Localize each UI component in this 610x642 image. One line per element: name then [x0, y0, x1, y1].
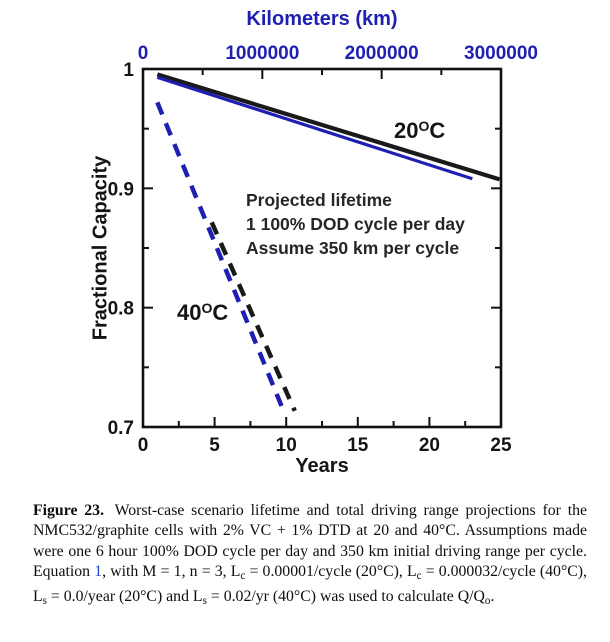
x-tick-label: 20 [419, 435, 440, 456]
y-tick-label: 0.9 [108, 179, 134, 200]
caption-segment: s [42, 594, 47, 607]
series-line [156, 72, 501, 182]
caption-segment: o [484, 594, 491, 607]
x-tick-label: 15 [347, 435, 369, 456]
figure-23-chart: 0 5 10 15 20 25 0.7 0.8 0.9 1 0 1000000 2000000 30000… [89, 8, 538, 477]
equation-link[interactable]: 1 [94, 563, 103, 581]
series-line [155, 101, 287, 415]
assumptions-note: Projected lifetime 1 100% DOD cycle per … [246, 188, 465, 260]
y-tick-label: 0.7 [108, 418, 134, 439]
y-axis-label: Fractional Capacity [89, 155, 112, 341]
caption-segment: Figure 23. [33, 502, 105, 519]
series-line [156, 75, 473, 181]
caption-segment: = 0.0/year (20°C) and L [46, 587, 203, 605]
x-tick-label: 25 [490, 435, 512, 456]
figure-caption: Figure 23. Worst-case scenario lifetime … [33, 501, 587, 611]
km-tick-label: 3000000 [464, 43, 538, 64]
caption-segment: = 0.02/yr (40°C) was used to calculate Q… [206, 587, 485, 605]
note-line-2: 1 100% DOD cycle per day [246, 214, 465, 234]
label-40-unit: C [212, 300, 229, 325]
caption-segment: . [490, 587, 495, 605]
y-tick-label: 1 [123, 60, 134, 81]
km-tick-label: 2000000 [345, 43, 419, 64]
label-20-number: 20 [394, 118, 419, 143]
label-20-unit: C [429, 118, 446, 143]
caption-segment: = 0.00001/cycle (20°C), L [245, 563, 417, 581]
degree-superscript: O [201, 300, 213, 316]
caption-segment: c [240, 570, 246, 583]
caption-segment: Worst-case scenario lifetime and total d… [33, 502, 588, 581]
note-line-3: Assume 350 km per cycle [246, 238, 460, 258]
x-tick-label: 0 [138, 435, 149, 456]
caption-segment: , with M = 1, n = 3, L [102, 563, 241, 581]
caption-segment: = 0.000032/cycle (40°C), L [33, 563, 588, 605]
km-tick-label: 0 [138, 43, 149, 64]
note-line-1: Projected lifetime [246, 190, 392, 210]
series-label-40c: 40OC [177, 300, 228, 326]
y-tick-label: 0.8 [108, 299, 134, 320]
caption-segment: s [202, 594, 207, 607]
degree-superscript: O [418, 118, 430, 134]
x-axis-label: Years [295, 455, 349, 477]
chart-canvas: 0 5 10 15 20 250.70.80.910 1000000 2000000 30000… [108, 43, 538, 456]
x-tick-label: 10 [276, 435, 297, 456]
series-label-20c: 20OC [394, 118, 445, 144]
top-axis-title: Kilometers (km) [246, 8, 398, 30]
km-tick-label: 1000000 [225, 43, 299, 64]
label-40-number: 40 [177, 300, 202, 325]
caption-segment: c [416, 570, 422, 583]
x-tick-label: 5 [209, 435, 220, 456]
series-line [209, 221, 297, 412]
